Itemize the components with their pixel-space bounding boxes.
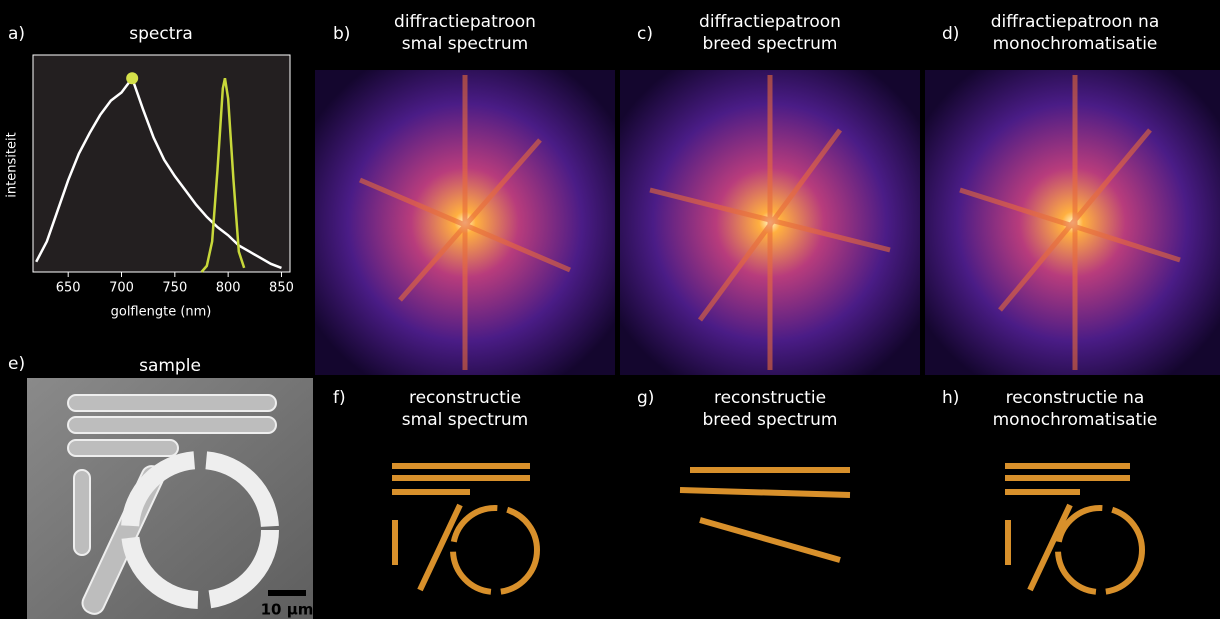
scale-bar-label: 10 µm [261,601,314,619]
x-tick-label: 850 [269,281,294,296]
y-axis-label: intensiteit [5,132,20,197]
panel-letter: c) [637,24,653,44]
x-tick-label: 800 [216,281,241,296]
panel-letter: d) [942,24,959,44]
panel-title: reconstructie na [1006,388,1145,408]
panel-title: diffractiepatroon [699,12,841,32]
panel-letter: g) [637,388,654,408]
x-tick-label: 700 [109,281,134,296]
panel-title: breed spectrum [703,34,838,54]
panel-title: smal spectrum [402,34,528,54]
plot-area [33,55,290,272]
panel-title: monochromatisatie [993,410,1158,430]
panel-title: diffractiepatroon na [991,12,1160,32]
panel-letter: b) [333,24,350,44]
panel-letter: f) [333,388,346,408]
x-tick-label: 650 [56,281,81,296]
peak-marker [126,72,138,84]
panel-title: diffractiepatroon [394,12,536,32]
figure: spectra golflengte (nm) intensiteit 650 7… [0,0,1220,619]
panel-title: reconstructie [714,388,826,408]
diffraction-images [315,70,1220,375]
panel-title: reconstructie [409,388,521,408]
x-axis-label: golflengte (nm) [111,305,212,320]
panel-letter: e) [8,354,25,374]
panel-title: smal spectrum [402,410,528,430]
reconstructions [392,466,1142,592]
chart-title: spectra [129,24,193,44]
panel-letter: h) [942,388,959,408]
panel-title: sample [139,356,201,376]
sample-image [27,378,313,619]
x-tick-label: 750 [162,281,187,296]
panel-title: breed spectrum [703,410,838,430]
panel-letter: a) [8,24,25,44]
panel-title: monochromatisatie [993,34,1158,54]
